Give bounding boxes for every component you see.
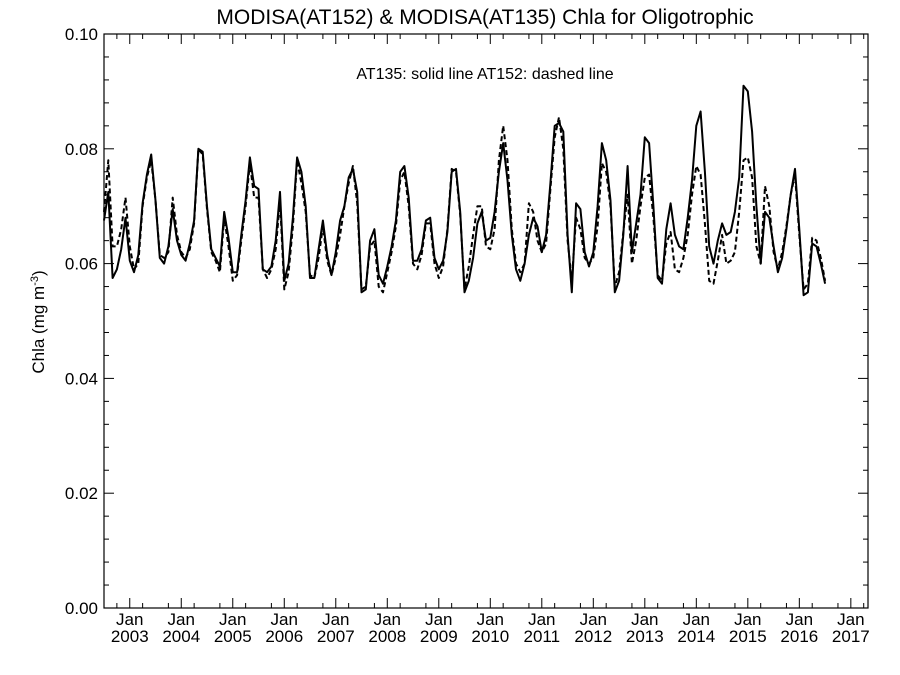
x-tick-label-month: Jan bbox=[425, 610, 452, 629]
x-tick-label-month: Jan bbox=[168, 610, 195, 629]
x-tick-label-month: Jan bbox=[271, 610, 298, 629]
y-tick-label: 0.00 bbox=[65, 599, 98, 618]
x-tick-label-year: 2013 bbox=[626, 627, 664, 646]
x-tick-label-year: 2012 bbox=[574, 627, 612, 646]
x-tick-label-year: 2017 bbox=[832, 627, 870, 646]
x-tick-label-year: 2009 bbox=[420, 627, 458, 646]
series-line-at152 bbox=[103, 116, 827, 294]
x-tick-label-year: 2006 bbox=[265, 627, 303, 646]
series-line-at135 bbox=[103, 84, 827, 297]
series-layer bbox=[103, 84, 827, 297]
y-axis-label-main: Chla (mg m bbox=[29, 286, 48, 374]
x-tick-label-month: Jan bbox=[734, 610, 761, 629]
y-tick-label: 0.04 bbox=[65, 369, 98, 388]
x-tick-label-year: 2008 bbox=[368, 627, 406, 646]
x-tick-label-month: Jan bbox=[322, 610, 349, 629]
chart-title: MODISA(AT152) & MODISA(AT135) Chla for O… bbox=[216, 6, 753, 29]
x-tick-label-year: 2014 bbox=[677, 627, 715, 646]
x-tick-label-year: 2004 bbox=[162, 627, 200, 646]
x-tick-label-year: 2005 bbox=[214, 627, 252, 646]
x-tick-label-month: Jan bbox=[837, 610, 864, 629]
x-tick-label-month: Jan bbox=[786, 610, 813, 629]
plot-frame bbox=[103, 33, 869, 609]
x-tick-label-month: Jan bbox=[477, 610, 504, 629]
x-tick-label-year: 2015 bbox=[729, 627, 767, 646]
x-tick-label-month: Jan bbox=[631, 610, 658, 629]
y-tick-label: 0.06 bbox=[65, 255, 98, 274]
axis-layer: 0.000.020.040.060.080.10Jan2003Jan2004Ja… bbox=[65, 25, 870, 646]
x-tick-label-month: Jan bbox=[528, 610, 555, 629]
x-tick-label-year: 2007 bbox=[317, 627, 355, 646]
y-axis-label: Chla (mg m-3) bbox=[29, 270, 48, 373]
y-tick-label: 0.10 bbox=[65, 25, 98, 44]
x-tick-label-year: 2016 bbox=[780, 627, 818, 646]
line-style-annotation: AT135: solid line AT152: dashed line bbox=[356, 66, 613, 83]
x-tick-label-month: Jan bbox=[374, 610, 401, 629]
x-tick-label-year: 2010 bbox=[471, 627, 509, 646]
y-axis-label-close: ) bbox=[29, 270, 48, 276]
x-tick-label-month: Jan bbox=[580, 610, 607, 629]
x-tick-label-month: Jan bbox=[116, 610, 143, 629]
y-tick-label: 0.08 bbox=[65, 140, 98, 159]
x-tick-label-month: Jan bbox=[683, 610, 710, 629]
x-tick-label-year: 2003 bbox=[111, 627, 149, 646]
y-axis-label-sup: -3 bbox=[29, 276, 41, 286]
x-tick-label-month: Jan bbox=[219, 610, 246, 629]
y-tick-label: 0.02 bbox=[65, 484, 98, 503]
x-tick-label-year: 2011 bbox=[524, 627, 561, 646]
